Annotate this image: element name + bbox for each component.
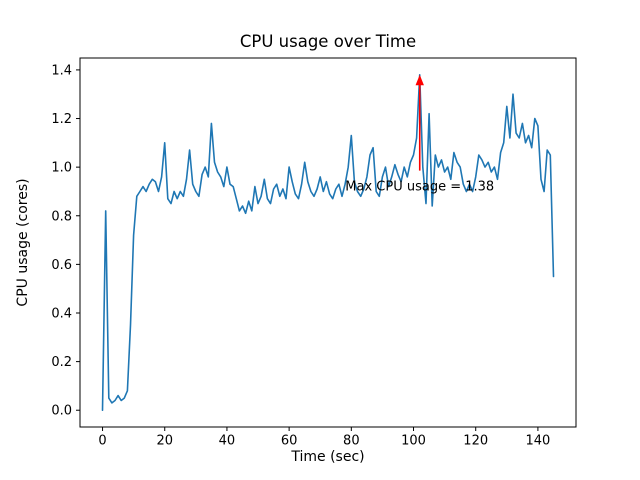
chart-title: CPU usage over Time (240, 32, 416, 51)
y-tick-label: 1.2 (51, 112, 72, 127)
x-tick-label: 140 (525, 434, 550, 449)
y-tick-label: 0.2 (51, 355, 72, 370)
y-axis-label: CPU usage (cores) (15, 178, 31, 306)
y-tick-label: 0.0 (51, 404, 72, 419)
x-tick-label: 20 (156, 434, 173, 449)
x-tick-label: 60 (281, 434, 298, 449)
y-tick-label: 0.4 (51, 306, 72, 321)
data-line (101, 74, 555, 411)
annotation: Max CPU usage = 1.38 (345, 74, 494, 195)
annotation-arrowhead-icon (415, 74, 424, 86)
axes: 0 20 40 60 80 100 120 140 0.0 0.2 0.4 0.6 0.8 1.0 1.2 1… (51, 63, 550, 448)
y-tick-label: 0.6 (51, 258, 72, 273)
x-tick-label: 80 (343, 434, 360, 449)
x-tick-label: 0 (98, 434, 106, 449)
y-tick-label: 1.0 (51, 161, 72, 176)
y-tick-label: 0.8 (51, 209, 72, 224)
x-tick-label: 40 (219, 434, 236, 449)
x-tick-label: 100 (401, 434, 426, 449)
plot-area (79, 57, 577, 428)
annotation-text: Max CPU usage = 1.38 (345, 180, 494, 195)
x-axis-label: Time (sec) (290, 449, 364, 465)
y-tick-label: 1.4 (51, 63, 72, 78)
x-tick-label: 120 (463, 434, 488, 449)
